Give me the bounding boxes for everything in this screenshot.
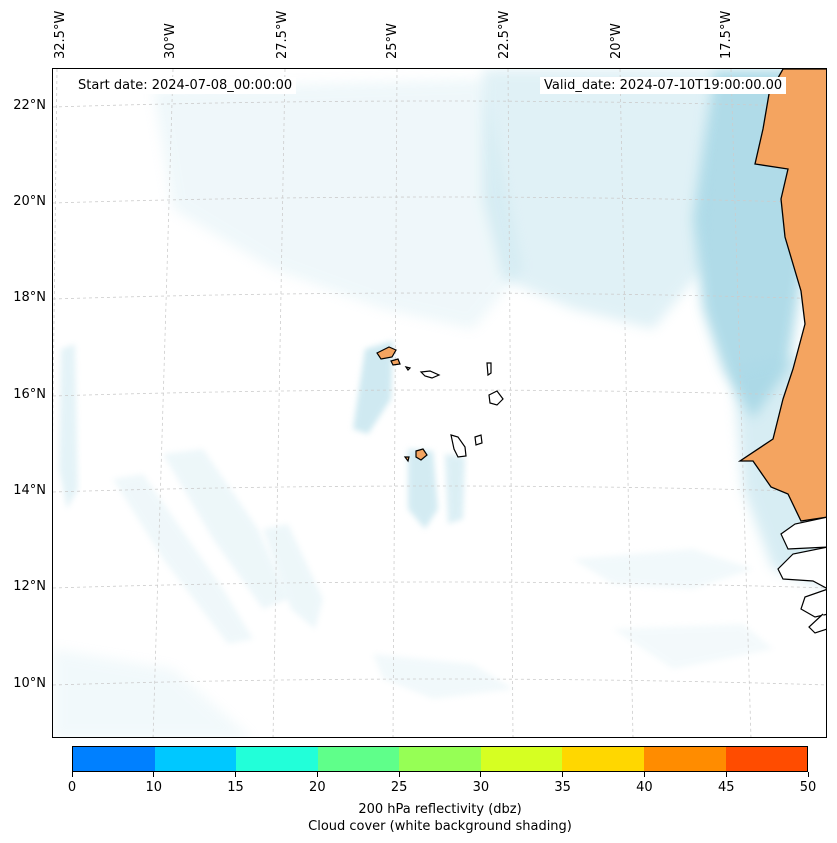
gridline-lat-22n bbox=[53, 100, 826, 108]
colorbar bbox=[72, 746, 808, 772]
guinea-coast-1 bbox=[800, 589, 826, 618]
colorbar-tick-mark bbox=[725, 772, 727, 777]
colorbar-tick-label: 35 bbox=[554, 780, 571, 795]
gridline-lon-22-5w bbox=[507, 69, 514, 737]
colorbar-tick-label: 15 bbox=[227, 780, 244, 795]
gridline-lon-20w bbox=[619, 69, 634, 737]
lon-label-17-5w: 17.5°W bbox=[719, 10, 734, 59]
colorbar-title-line1: 200 hPa reflectivity (dbz) bbox=[358, 802, 522, 817]
cloud-patch-south-east bbox=[573, 549, 753, 589]
colorbar-tick-label: 20 bbox=[309, 780, 326, 795]
colorbar-tick-mark bbox=[562, 772, 564, 777]
colorbar-segment-2 bbox=[236, 747, 318, 771]
colorbar-tick-mark bbox=[643, 772, 645, 777]
colorbar-segment-3 bbox=[317, 747, 400, 771]
map-canvas bbox=[53, 69, 826, 737]
cape-verde-islands bbox=[376, 346, 504, 463]
colorbar-segment-6 bbox=[562, 747, 644, 771]
lon-label-25w: 25°W bbox=[385, 23, 400, 59]
colorbar-tick-mark bbox=[235, 772, 237, 777]
colorbar-tick-label: 45 bbox=[717, 780, 735, 795]
lat-label-14n: 14°N bbox=[13, 483, 46, 498]
cloud-patch-south-far-east bbox=[613, 624, 773, 669]
colorbar-tick-label: 30 bbox=[472, 780, 490, 795]
gridline-lon-17-5w bbox=[730, 69, 752, 737]
guinea-bissau-coast bbox=[777, 546, 826, 589]
gridline-lat-18n bbox=[53, 292, 826, 300]
guinea-coast-2 bbox=[808, 613, 826, 634]
island-sal bbox=[486, 362, 492, 377]
island-sao-nicolau bbox=[419, 370, 441, 379]
map-panel bbox=[52, 68, 827, 738]
island-santo-antao bbox=[376, 346, 397, 360]
island-santiago bbox=[450, 434, 467, 458]
island-fogo bbox=[415, 448, 428, 461]
colorbar-segment-5 bbox=[480, 747, 563, 771]
gridline-lat-14n bbox=[53, 485, 826, 493]
colorbar-segment-8 bbox=[725, 747, 808, 771]
cloud-band-cape-verde-south-a bbox=[408, 449, 438, 529]
cloud-region-southwest-floor bbox=[53, 649, 251, 737]
colorbar-tick-mark bbox=[398, 772, 400, 777]
gridline-lat-20n bbox=[53, 196, 826, 204]
colorbar-tick-mark bbox=[807, 772, 809, 777]
gridline-lat-10n bbox=[53, 678, 826, 686]
cloud-band-cape-verde-north bbox=[353, 341, 393, 434]
valid-date-label: Valid_date: 2024-07-10T19:00:00.00 bbox=[540, 77, 787, 94]
colorbar-tick-mark bbox=[71, 772, 73, 777]
gridline-lat-12n bbox=[53, 581, 826, 589]
gambia-coast bbox=[780, 516, 826, 550]
cloud-streak-southwest-1 bbox=[163, 449, 288, 609]
colorbar-segment-4 bbox=[399, 747, 481, 771]
lat-label-22n: 22°N bbox=[13, 98, 46, 113]
colorbar-title-line2: Cloud cover (white background shading) bbox=[308, 819, 572, 834]
gridline-lat-16n bbox=[53, 389, 826, 397]
colorbar-tick-mark bbox=[480, 772, 482, 777]
lon-label-30w: 30°W bbox=[163, 23, 178, 59]
colorbar-tick-label: 40 bbox=[636, 780, 653, 795]
lat-label-12n: 12°N bbox=[13, 579, 46, 594]
island-brava bbox=[403, 456, 410, 463]
lon-label-27-5w: 27.5°W bbox=[275, 10, 290, 59]
gridline-lon-30w bbox=[152, 69, 174, 737]
cloud-patch-south-central bbox=[373, 654, 513, 699]
lat-label-20n: 20°N bbox=[13, 194, 46, 209]
gridlines bbox=[53, 69, 826, 737]
colorbar-tick-label: 10 bbox=[145, 780, 163, 795]
cloud-streak-southwest-3 bbox=[263, 524, 323, 629]
lon-label-20w: 20°W bbox=[609, 23, 624, 59]
colorbar-segment-7 bbox=[643, 747, 726, 771]
island-maio bbox=[474, 434, 483, 446]
gridline-lon-25w bbox=[392, 69, 398, 737]
cloud-band-cape-verde-south-b bbox=[445, 454, 465, 524]
cloud-cover-layer bbox=[53, 69, 826, 737]
island-boa-vista bbox=[488, 390, 504, 406]
colorbar-tick-label: 50 bbox=[799, 780, 817, 795]
cloud-region-north-faint bbox=[483, 69, 713, 329]
cloud-band-west-edge bbox=[59, 344, 78, 509]
colorbar-segment-1 bbox=[154, 747, 237, 771]
west-africa-south-coast bbox=[777, 516, 826, 634]
colorbar-tick-label: 0 bbox=[67, 780, 77, 795]
lat-label-16n: 16°N bbox=[13, 387, 46, 402]
cloud-streak-southwest-2 bbox=[113, 474, 253, 644]
colorbar-tick-label: 25 bbox=[390, 780, 408, 795]
lon-label-22-5w: 22.5°W bbox=[497, 10, 512, 59]
cloud-region-central-wide bbox=[153, 79, 523, 329]
gridline-lon-32-5w bbox=[53, 69, 58, 438]
lat-label-10n: 10°N bbox=[13, 676, 46, 691]
lon-label-32-5w: 32.5°W bbox=[53, 10, 68, 59]
africa-mainland bbox=[737, 69, 826, 522]
colorbar-segment-0 bbox=[73, 747, 155, 771]
colorbar-tick-mark bbox=[316, 772, 318, 777]
island-santa-luzia bbox=[404, 366, 412, 371]
island-sao-vicente bbox=[390, 358, 401, 366]
lat-label-18n: 18°N bbox=[13, 290, 46, 305]
start-date-label: Start date: 2024-07-08_00:00:00 bbox=[74, 77, 297, 94]
colorbar-tick-mark bbox=[153, 772, 155, 777]
gridline-lon-27-5w bbox=[272, 69, 286, 737]
